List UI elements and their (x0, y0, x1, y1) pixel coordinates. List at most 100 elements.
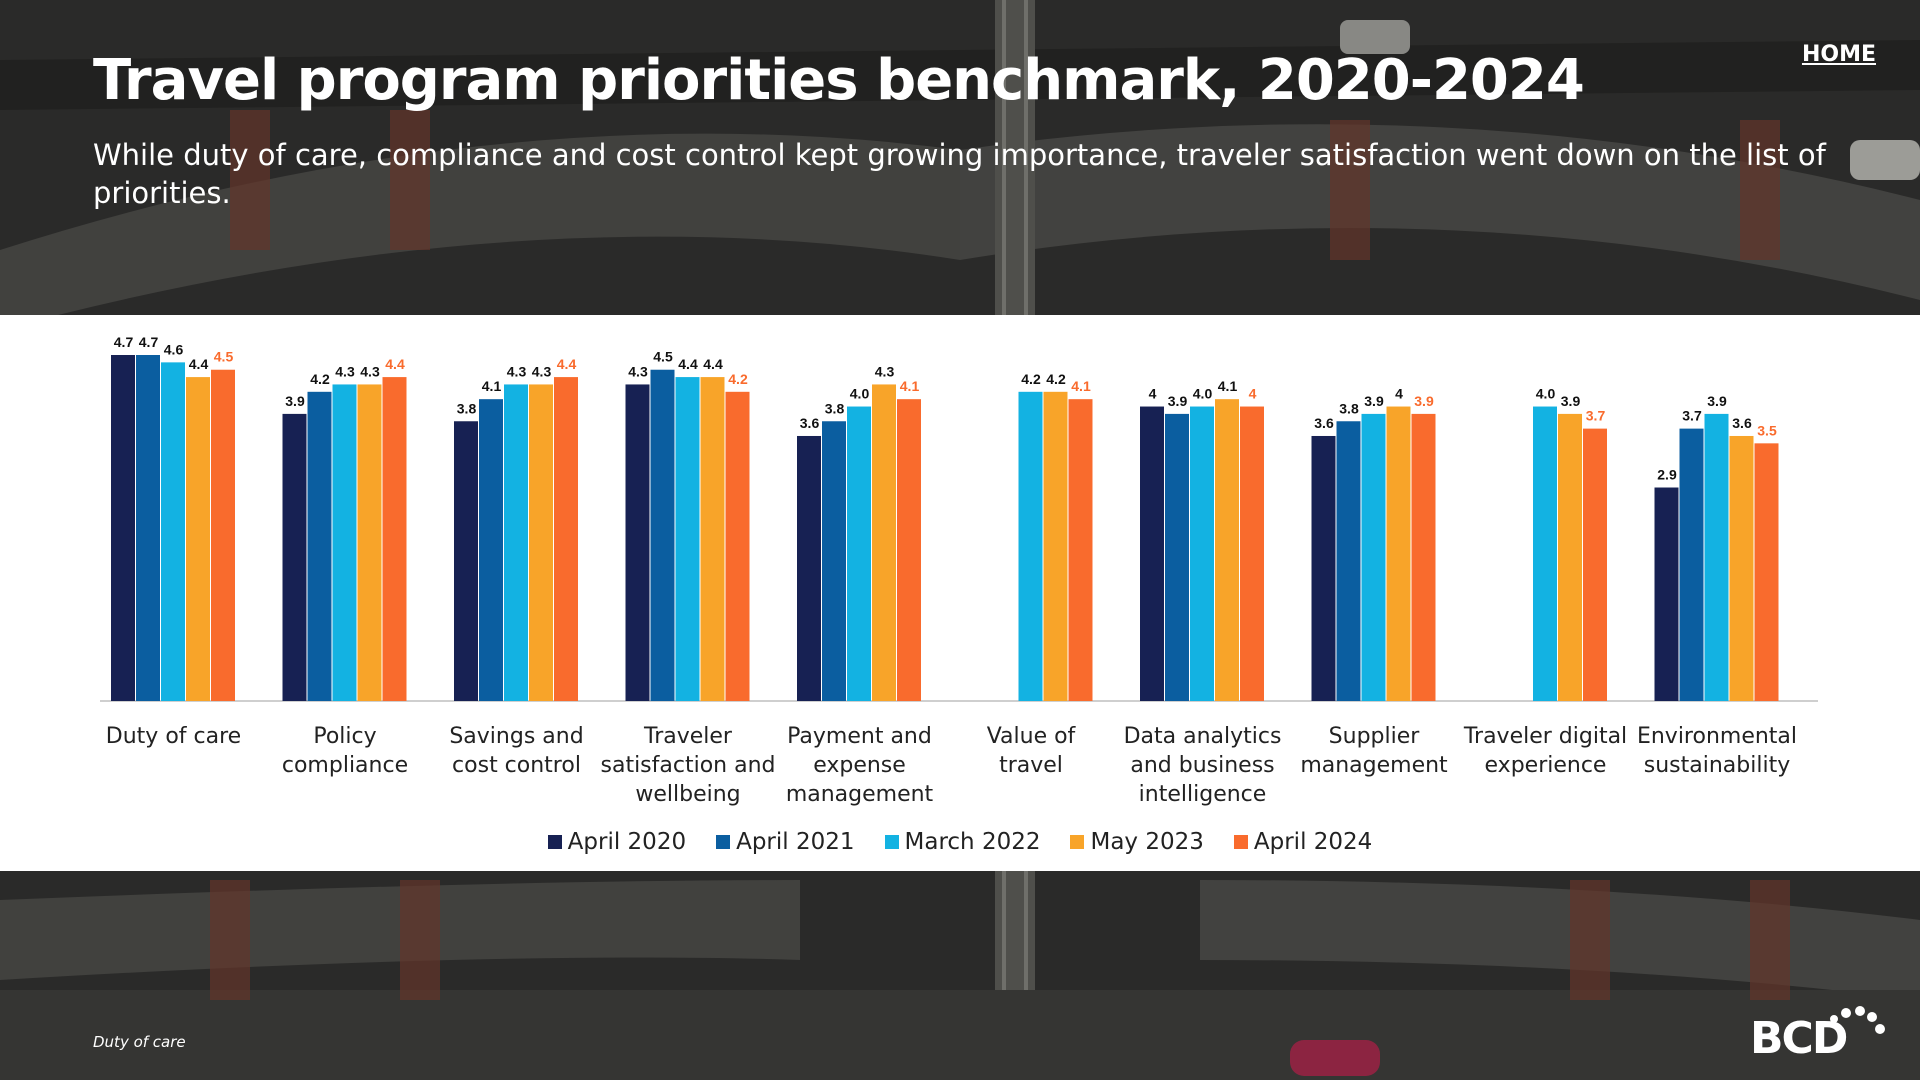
bar-april-2024-8 (1583, 428, 1607, 701)
category-label: management (786, 782, 934, 807)
category-label: wellbeing (635, 782, 740, 807)
category-label: sustainability (1644, 753, 1790, 778)
category-label: and business (1130, 753, 1274, 778)
logo-dot-icon (1875, 1024, 1885, 1034)
data-label: 4.2 (310, 371, 330, 387)
chart-panel: 4.7 3.9 3.8 4.3 3.6 4 3.6 2.9 4.7 4.2 4.1 4.5 3.8 3.9… (0, 315, 1920, 871)
data-label: 3.9 (1364, 393, 1384, 409)
data-label: 4.2 (728, 371, 748, 387)
bar-april-2020-7 (1311, 435, 1336, 701)
bar-march-2022-1 (332, 384, 357, 701)
logo-dot-icon (1855, 1006, 1865, 1016)
bar-april-2020-3 (625, 384, 650, 701)
bar-april-2021-6 (1165, 413, 1189, 701)
data-label: 4.3 (875, 363, 895, 379)
data-label: 4.1 (482, 378, 502, 394)
data-label: 4.3 (532, 363, 552, 379)
data-label: 4.3 (628, 363, 648, 379)
data-label: 3.9 (1168, 393, 1188, 409)
bar-april-2021-4 (822, 421, 846, 701)
bar-may-2023-9 (1729, 435, 1754, 701)
bar-may-2023-2 (529, 384, 553, 701)
section-label: Duty of care (93, 1033, 186, 1051)
data-label: 4.4 (385, 356, 405, 372)
category-label: Environmental (1637, 724, 1797, 749)
bar-may-2023-4 (872, 384, 896, 701)
data-label: 4.0 (1193, 386, 1213, 402)
data-label: 4.3 (360, 363, 380, 379)
data-label: 4.4 (557, 356, 577, 372)
bar-april-2020-6 (1140, 406, 1164, 701)
data-label: 3.6 (1314, 415, 1334, 431)
bar-april-2024-5 (1068, 399, 1093, 701)
category-label: Supplier (1329, 724, 1421, 749)
bar-april-2020-0 (111, 355, 135, 701)
category-label: Savings and (449, 724, 583, 749)
data-label: 3.8 (1339, 400, 1359, 416)
data-label: 3.7 (1586, 408, 1606, 424)
data-label: 4.0 (1536, 386, 1556, 402)
data-label: 4.1 (1218, 378, 1238, 394)
home-link[interactable]: HOME (1801, 42, 1876, 67)
category-label: cost control (452, 753, 581, 778)
category-label: Payment and (787, 724, 932, 749)
data-label: 4.1 (1071, 378, 1091, 394)
data-label: 2.9 (1657, 467, 1677, 483)
data-label: 3.9 (1414, 393, 1434, 409)
bar-may-2023-1 (357, 384, 382, 701)
data-label: 4.5 (214, 349, 234, 365)
bar-april-2024-0 (211, 369, 235, 701)
logo-dot-icon (1841, 1008, 1851, 1018)
data-label: 4 (1249, 386, 1257, 402)
bar-april-2020-4 (797, 435, 821, 701)
data-label: 4.2 (1046, 371, 1066, 387)
data-label: 3.9 (1561, 393, 1581, 409)
bar-march-2022-6 (1190, 406, 1214, 701)
data-label: 4.7 (139, 334, 159, 350)
legend-swatch (1233, 835, 1248, 849)
category-label: Policy (313, 724, 376, 749)
data-label: 4.3 (335, 363, 355, 379)
category-label: expense (813, 753, 906, 778)
legend-label: April 2020 (567, 829, 687, 855)
bar-chart: 4.7 3.9 3.8 4.3 3.6 4 3.6 2.9 4.7 4.2 4.1 4.5 3.8 3.9… (100, 334, 1818, 807)
legend-label: March 2022 (904, 829, 1041, 855)
bar-april-2024-1 (382, 377, 407, 701)
bcd-logo[interactable]: BCD (1750, 1005, 1890, 1065)
data-label: 4.4 (703, 356, 723, 372)
bar-april-2021-3 (650, 369, 675, 701)
bar-april-2021-2 (479, 399, 503, 701)
page-subtitle: While duty of care, compliance and cost … (93, 138, 1826, 210)
data-label: 3.6 (800, 415, 820, 431)
data-label: 4.1 (900, 378, 920, 394)
data-label: 4.6 (164, 341, 184, 357)
legend-item: April 2024 (1233, 829, 1372, 855)
bar-april-2020-9 (1654, 487, 1679, 701)
bar-may-2023-7 (1386, 406, 1411, 701)
data-label: 3.8 (825, 400, 845, 416)
legend-swatch (1070, 835, 1085, 849)
bar-march-2022-3 (675, 377, 700, 701)
bar-april-2020-1 (282, 413, 307, 701)
legend-label: April 2021 (736, 829, 855, 855)
category-label: Data analytics (1124, 724, 1282, 749)
bar-april-2021-1 (307, 391, 332, 701)
legend-swatch (547, 835, 562, 849)
category-label: travel (999, 753, 1063, 778)
category-label: satisfaction and (601, 753, 776, 778)
bar-april-2020-2 (454, 421, 478, 701)
legend-swatch (884, 835, 899, 849)
data-label: 4.2 (1021, 371, 1041, 387)
category-label: Traveler digital (1463, 724, 1627, 749)
data-label: 3.6 (1732, 415, 1752, 431)
bar-april-2024-3 (725, 391, 750, 701)
bar-march-2022-7 (1361, 413, 1386, 701)
category-label: compliance (282, 753, 408, 778)
bar-may-2023-8 (1558, 413, 1582, 701)
bar-april-2024-2 (554, 377, 578, 701)
data-label: 3.9 (1707, 393, 1727, 409)
data-label: 3.7 (1682, 408, 1702, 424)
bar-april-2024-4 (897, 399, 921, 701)
page-title: Travel program priorities benchmark, 202… (93, 48, 1585, 113)
legend-item: April 2021 (716, 829, 855, 855)
